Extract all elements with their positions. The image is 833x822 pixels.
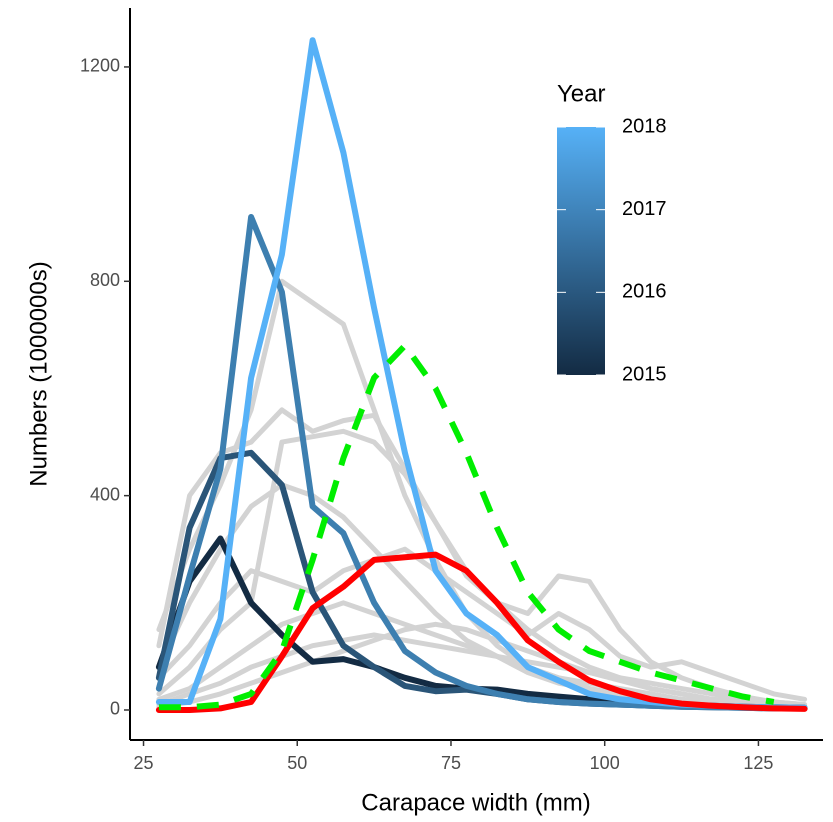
y-axis-label: Numbers (1000000s) xyxy=(25,261,52,486)
x-tick-label: 25 xyxy=(134,753,154,773)
x-tick-label: 75 xyxy=(441,753,461,773)
y-tick-label: 800 xyxy=(90,270,120,290)
colorbar-tick-label: 2016 xyxy=(622,281,667,303)
x-tick-label: 100 xyxy=(590,753,620,773)
series-line xyxy=(156,546,808,702)
x-tick-label: 125 xyxy=(743,753,773,773)
colorbar-tick-label: 2018 xyxy=(622,115,667,137)
colorbar-tick-label: 2017 xyxy=(622,198,667,220)
colorbar-tick-label: 2015 xyxy=(622,363,667,385)
series-line xyxy=(156,482,808,710)
x-axis-label: Carapace width (mm) xyxy=(361,789,590,816)
y-tick-label: 0 xyxy=(110,699,120,719)
y-tick-label: 1200 xyxy=(80,56,120,76)
series-line xyxy=(158,342,775,711)
legend-title: Year xyxy=(557,80,606,107)
x-tick-label: 50 xyxy=(287,753,307,773)
y-tick-label: 400 xyxy=(90,484,120,504)
colorbar xyxy=(557,127,605,375)
series-line xyxy=(155,551,808,713)
series-line xyxy=(156,632,808,708)
